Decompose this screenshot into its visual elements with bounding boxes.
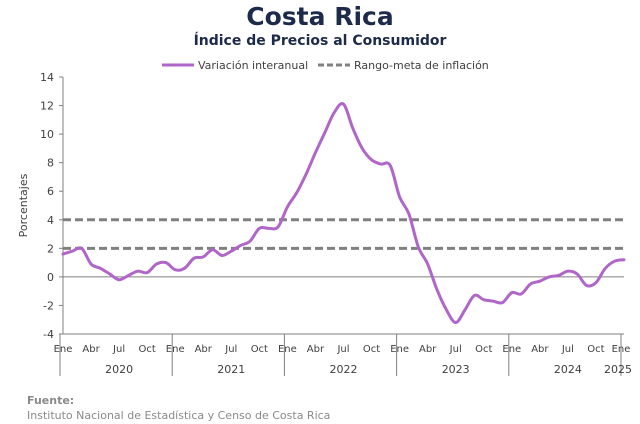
year-label: 2023	[442, 363, 470, 376]
line-chart: Variación interanual Rango-meta de infla…	[17, 59, 632, 376]
x-tick-label: Oct	[251, 344, 268, 355]
legend-label-variacion: Variación interanual	[198, 59, 308, 72]
series-line-variacion-interanual	[61, 102, 626, 325]
x-tick-label: Abr	[195, 344, 213, 355]
x-tick-label: Oct	[363, 344, 380, 355]
y-tick-label: -2	[43, 299, 54, 312]
y-tick-label: 2	[47, 242, 54, 255]
x-tick-label: Jul	[112, 344, 125, 355]
year-label: 2024	[554, 363, 582, 376]
x-tick-label: Abr	[419, 344, 437, 355]
x-tick-label: Abr	[531, 344, 549, 355]
y-tick-label: 10	[40, 128, 54, 141]
y-tick-label: 4	[47, 214, 54, 227]
year-label: 2022	[330, 363, 358, 376]
year-label: 2025	[604, 363, 632, 376]
year-label: 2021	[217, 363, 245, 376]
source-text: Instituto Nacional de Estadística y Cens…	[27, 409, 331, 422]
y-tick-label: 8	[47, 157, 54, 170]
y-axis-label: Porcentajes	[17, 173, 30, 237]
y-tick-label: 12	[40, 100, 54, 113]
x-tick-label: Ene	[502, 344, 521, 355]
x-tick-label: Abr	[82, 344, 100, 355]
x-tick-label: Abr	[307, 344, 325, 355]
x-tick-label: Ene	[390, 344, 409, 355]
year-label: 2020	[105, 363, 133, 376]
x-tick-label: Jul	[224, 344, 237, 355]
x-tick-label: Jul	[561, 344, 574, 355]
x-tick-label: Ene	[166, 344, 185, 355]
legend-label-rango-meta: Rango-meta de inflación	[354, 59, 489, 72]
x-tick-label: Ene	[278, 344, 297, 355]
y-tick-label: 6	[47, 185, 54, 198]
chart-title: Costa Rica	[246, 2, 394, 31]
chart-subtitle: Índice de Precios al Consumidor	[193, 33, 447, 49]
x-tick-label: Jul	[449, 344, 462, 355]
y-tick-label: 14	[40, 71, 54, 84]
x-tick-label: Oct	[587, 344, 604, 355]
source-label: Fuente:	[27, 394, 75, 407]
x-tick-label: Jul	[336, 344, 349, 355]
plot-area	[61, 102, 626, 325]
legend: Variación interanual Rango-meta de infla…	[162, 59, 489, 72]
y-tick-label: 0	[47, 271, 54, 284]
y-tick-label: -4	[43, 328, 54, 341]
x-tick-label: Ene	[54, 344, 73, 355]
axes: -4 -2 0 2 4 6 8 10 12 14 Ene Abr Jul Oct 2020 Ene Abr Jul…	[40, 71, 632, 376]
x-tick-label: Oct	[139, 344, 156, 355]
x-tick-label: Oct	[475, 344, 492, 355]
